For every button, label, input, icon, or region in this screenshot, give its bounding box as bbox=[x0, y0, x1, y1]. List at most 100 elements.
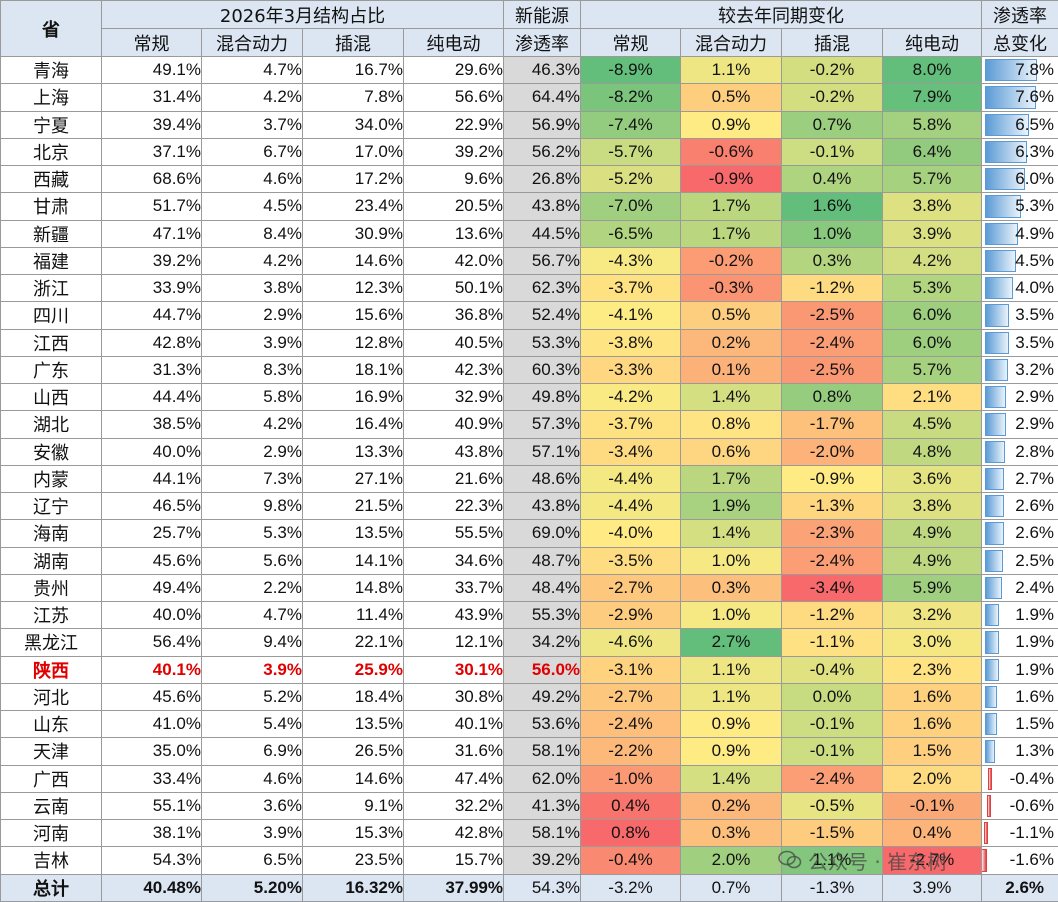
nev-penetration-cell: 49.8% bbox=[503, 382, 582, 412]
d-conventional-cell: -3.8% bbox=[580, 328, 682, 357]
hybrid-cell: 5.20% bbox=[201, 873, 303, 902]
penetration-change-bar bbox=[985, 277, 1014, 300]
conventional-cell: 25.7% bbox=[101, 519, 202, 548]
penetration-change-bar bbox=[985, 331, 1010, 354]
table-row: 北京 37.1% 6.7% 17.0% 39.2% 56.2% -5.7% -0.6% -0.1… bbox=[0, 137, 1058, 167]
d-bev-cell: 4.9% bbox=[882, 546, 983, 575]
table-row: 湖北 38.5% 4.2% 16.4% 40.9% 57.3% -3.7% 0.8% -1.7%… bbox=[0, 410, 1058, 439]
hybrid-cell: 3.6% bbox=[201, 791, 303, 821]
nev-penetration-cell: 48.4% bbox=[503, 573, 582, 603]
d-conventional-cell: -3.7% bbox=[580, 273, 682, 303]
header-structure-group: 2026年3月结构占比 bbox=[100, 0, 505, 29]
penetration-change-bar bbox=[985, 413, 1007, 436]
conventional-cell: 38.5% bbox=[101, 410, 202, 439]
nev-penetration-cell: 64.4% bbox=[503, 83, 582, 112]
table-row: 青海 49.1% 4.7% 16.7% 29.6% 46.3% -8.9% 1.1% -0.2%… bbox=[0, 55, 1058, 85]
hybrid-cell: 9.4% bbox=[201, 628, 303, 657]
nev-penetration-cell: 69.0% bbox=[503, 519, 582, 548]
penetration-change-bar bbox=[982, 849, 988, 872]
phev-cell: 23.5% bbox=[302, 846, 404, 875]
d-phev-cell: -2.3% bbox=[781, 519, 884, 548]
d-hybrid-cell: 1.0% bbox=[680, 600, 783, 630]
conventional-cell: 35.0% bbox=[101, 737, 202, 766]
penetration-change-value: 4.5% bbox=[1015, 250, 1055, 270]
nev-penetration-cell: 58.1% bbox=[503, 818, 582, 848]
d-phev-cell: -2.4% bbox=[781, 328, 884, 357]
penetration-change-cell: 6.5% bbox=[981, 110, 1058, 139]
d-conventional-cell: -7.4% bbox=[580, 110, 682, 139]
hybrid-cell: 3.7% bbox=[201, 110, 303, 139]
bev-cell: 40.1% bbox=[402, 709, 505, 739]
hybrid-cell: 4.7% bbox=[201, 55, 303, 85]
d-conventional-cell: -8.9% bbox=[580, 55, 682, 85]
nev-penetration-cell: 56.0% bbox=[503, 655, 582, 684]
province-cell: 江西 bbox=[0, 328, 102, 357]
penetration-change-value: 6.3% bbox=[1015, 141, 1055, 161]
d-phev-cell: -1.2% bbox=[781, 273, 884, 303]
conventional-cell: 46.5% bbox=[101, 491, 202, 521]
penetration-change-value: -1.6% bbox=[1009, 850, 1055, 870]
penetration-change-bar bbox=[985, 59, 1038, 82]
province-cell: 河北 bbox=[0, 682, 102, 712]
penetration-change-value: -1.1% bbox=[1009, 823, 1055, 843]
header-province: 省 bbox=[0, 0, 102, 57]
phev-cell: 14.1% bbox=[302, 546, 404, 575]
penetration-change-bar bbox=[985, 222, 1019, 245]
d-hybrid-cell: 0.1% bbox=[680, 355, 783, 385]
phev-cell: 27.1% bbox=[302, 464, 404, 494]
penetration-change-cell: 1.6% bbox=[981, 682, 1058, 712]
hybrid-cell: 4.6% bbox=[201, 764, 303, 793]
penetration-change-value: 1.9% bbox=[1015, 605, 1055, 625]
d-phev-cell: -0.1% bbox=[781, 737, 884, 766]
d-phev-cell: -0.1% bbox=[781, 709, 884, 739]
province-cell: 天津 bbox=[0, 737, 102, 766]
conventional-cell: 47.1% bbox=[101, 219, 202, 248]
conventional-cell: 49.1% bbox=[101, 55, 202, 85]
d-phev-cell: 0.0% bbox=[781, 682, 884, 712]
conventional-cell: 44.7% bbox=[101, 301, 202, 330]
nev-penetration-cell: 56.9% bbox=[503, 110, 582, 139]
phev-cell: 16.9% bbox=[302, 382, 404, 412]
bev-cell: 15.7% bbox=[402, 846, 505, 875]
penetration-change-cell: 3.5% bbox=[981, 301, 1058, 330]
province-cell: 海南 bbox=[0, 519, 102, 548]
header-nev-line1: 新能源 bbox=[503, 0, 582, 29]
d-phev-cell: -2.5% bbox=[781, 301, 884, 330]
province-cell: 浙江 bbox=[0, 273, 102, 303]
d-hybrid-cell: 1.4% bbox=[680, 519, 783, 548]
header-yoy-group: 较去年同期变化 bbox=[580, 0, 983, 29]
province-cell: 河南 bbox=[0, 818, 102, 848]
hybrid-cell: 5.8% bbox=[201, 382, 303, 412]
d-hybrid-cell: 1.4% bbox=[680, 382, 783, 412]
d-phev-cell: -3.4% bbox=[781, 573, 884, 603]
nev-penetration-cell: 48.7% bbox=[503, 546, 582, 575]
d-bev-cell: 0.4% bbox=[882, 818, 983, 848]
bev-cell: 9.6% bbox=[402, 164, 505, 194]
hybrid-cell: 6.7% bbox=[201, 137, 303, 167]
conventional-cell: 45.6% bbox=[101, 682, 202, 712]
table-row: 云南 55.1% 3.6% 9.1% 32.2% 41.3% 0.4% 0.2% -0.5% -0… bbox=[0, 791, 1058, 821]
penetration-change-value: 6.5% bbox=[1015, 114, 1055, 134]
d-phev-cell: -1.1% bbox=[781, 628, 884, 657]
phev-cell: 30.9% bbox=[302, 219, 404, 248]
d-phev-cell: -0.1% bbox=[781, 137, 884, 167]
penetration-change-bar bbox=[985, 113, 1030, 136]
table-row: 吉林 54.3% 6.5% 23.5% 15.7% 39.2% -0.4% 2.0% 1.1% -… bbox=[0, 846, 1058, 875]
nev-penetration-cell: 46.3% bbox=[503, 55, 582, 85]
province-cell: 陕西 bbox=[0, 655, 102, 684]
d-hybrid-cell: 0.2% bbox=[680, 328, 783, 357]
table-row: 陕西 40.1% 3.9% 25.9% 30.1% 56.0% -3.1% 1.1% -0.4%… bbox=[0, 655, 1058, 684]
conventional-cell: 44.4% bbox=[101, 382, 202, 412]
d-phev-cell: -2.5% bbox=[781, 355, 884, 385]
d-bev-cell: 4.9% bbox=[882, 519, 983, 548]
d-phev-cell: 0.3% bbox=[781, 246, 884, 276]
d-conventional-cell: -3.3% bbox=[580, 355, 682, 385]
phev-cell: 14.6% bbox=[302, 246, 404, 276]
conventional-cell: 49.4% bbox=[101, 573, 202, 603]
nev-penetration-cell: 52.4% bbox=[503, 301, 582, 330]
conventional-cell: 31.4% bbox=[101, 83, 202, 112]
d-conventional-cell: -0.4% bbox=[580, 846, 682, 875]
bev-cell: 50.1% bbox=[402, 273, 505, 303]
penetration-change-value: 1.9% bbox=[1015, 659, 1055, 679]
d-hybrid-cell: 0.9% bbox=[680, 737, 783, 766]
